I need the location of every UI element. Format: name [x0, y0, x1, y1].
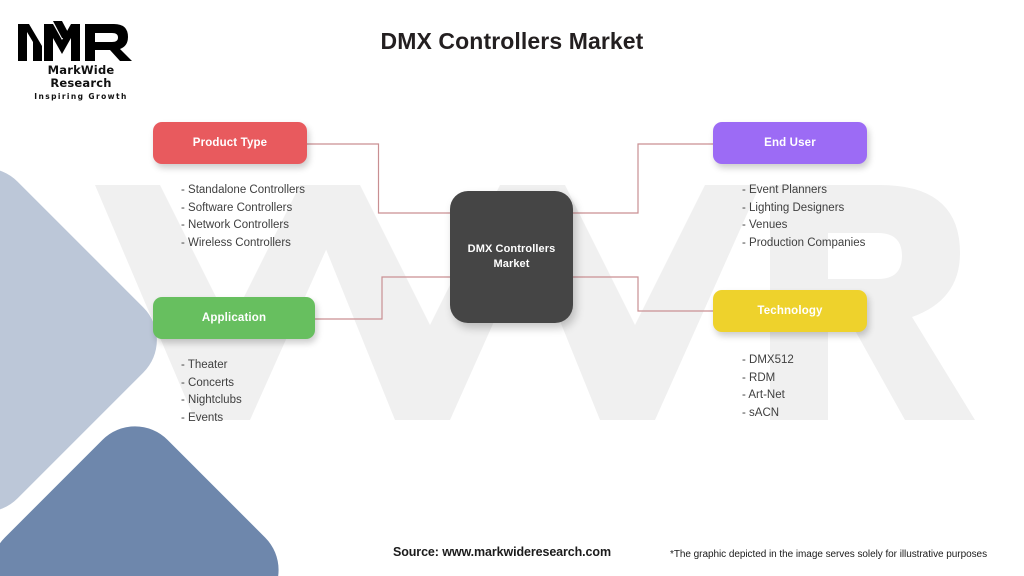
brand-name: MarkWide Research: [47, 63, 115, 90]
list-item: - Venues: [742, 219, 788, 231]
list-item: - Concerts: [181, 376, 235, 389]
list-item: - Production Companies: [742, 236, 866, 249]
category-label-application: Application: [201, 312, 267, 324]
list-item: - Events: [181, 411, 224, 424]
category-end-user: End User - Event Planners - Lighting Des…: [713, 122, 867, 252]
category-label-technology: Technology: [757, 305, 823, 317]
category-header-end-user[interactable]: End User: [713, 122, 867, 164]
decorative-shape-light: [0, 149, 176, 531]
source-note: Source: www.markwideresearch.com: [393, 545, 611, 559]
center-node-label: DMX Controllers Market: [468, 242, 556, 272]
list-item: - Wireless Controllers: [181, 236, 291, 249]
list-item: - Lighting Designers: [742, 201, 845, 214]
list-item: - Software Controllers: [181, 201, 293, 214]
connector-product-type: [307, 143, 450, 214]
list-item: - Standalone Controllers: [181, 184, 306, 196]
connector-end-user: [573, 143, 713, 214]
category-items-technology: - DMX512 - RDM - Art-Net - sACN: [713, 352, 867, 422]
list-item: - sACN: [742, 406, 780, 419]
list-item: - RDM: [742, 371, 776, 384]
category-items-product-type: - Standalone Controllers - Software Cont…: [153, 182, 307, 252]
category-header-technology[interactable]: Technology: [713, 290, 867, 332]
connector-technology: [573, 276, 713, 312]
mwr-logo-icon: [18, 21, 132, 61]
category-items-application: - Theater - Concerts - Nightclubs - Even…: [153, 357, 315, 427]
brand-logo: MarkWide Research Inspiring Growth: [16, 20, 146, 101]
decorative-shape-dark: [0, 407, 298, 576]
category-product-type: Product Type - Standalone Controllers - …: [153, 122, 307, 252]
center-node-label-line1: DMX Controllers: [467, 243, 556, 255]
category-header-application[interactable]: Application: [153, 297, 315, 339]
list-item: - Event Planners: [742, 184, 828, 196]
disclaimer-note: *The graphic depicted in the image serve…: [670, 549, 988, 560]
category-technology: Technology - DMX512 - RDM - Art-Net - sA…: [713, 290, 867, 422]
center-node-label-line2: Market: [493, 258, 530, 270]
list-item: - DMX512: [742, 354, 794, 366]
list-item: - Nightclubs: [181, 394, 242, 406]
category-label-end-user: End User: [764, 137, 816, 149]
page-title: DMX Controllers Market: [380, 28, 644, 54]
center-node[interactable]: DMX Controllers Market: [450, 191, 573, 323]
category-header-product-type[interactable]: Product Type: [153, 122, 307, 164]
list-item: - Theater: [181, 359, 228, 371]
category-application: Application - Theater - Concerts - Night…: [153, 297, 315, 427]
list-item: - Network Controllers: [181, 219, 289, 231]
brand-tagline: Inspiring Growth: [34, 92, 128, 101]
category-label-product-type: Product Type: [192, 137, 268, 149]
category-items-end-user: - Event Planners - Lighting Designers - …: [713, 182, 867, 252]
list-item: - Art-Net: [742, 389, 785, 401]
connector-application: [315, 276, 450, 320]
